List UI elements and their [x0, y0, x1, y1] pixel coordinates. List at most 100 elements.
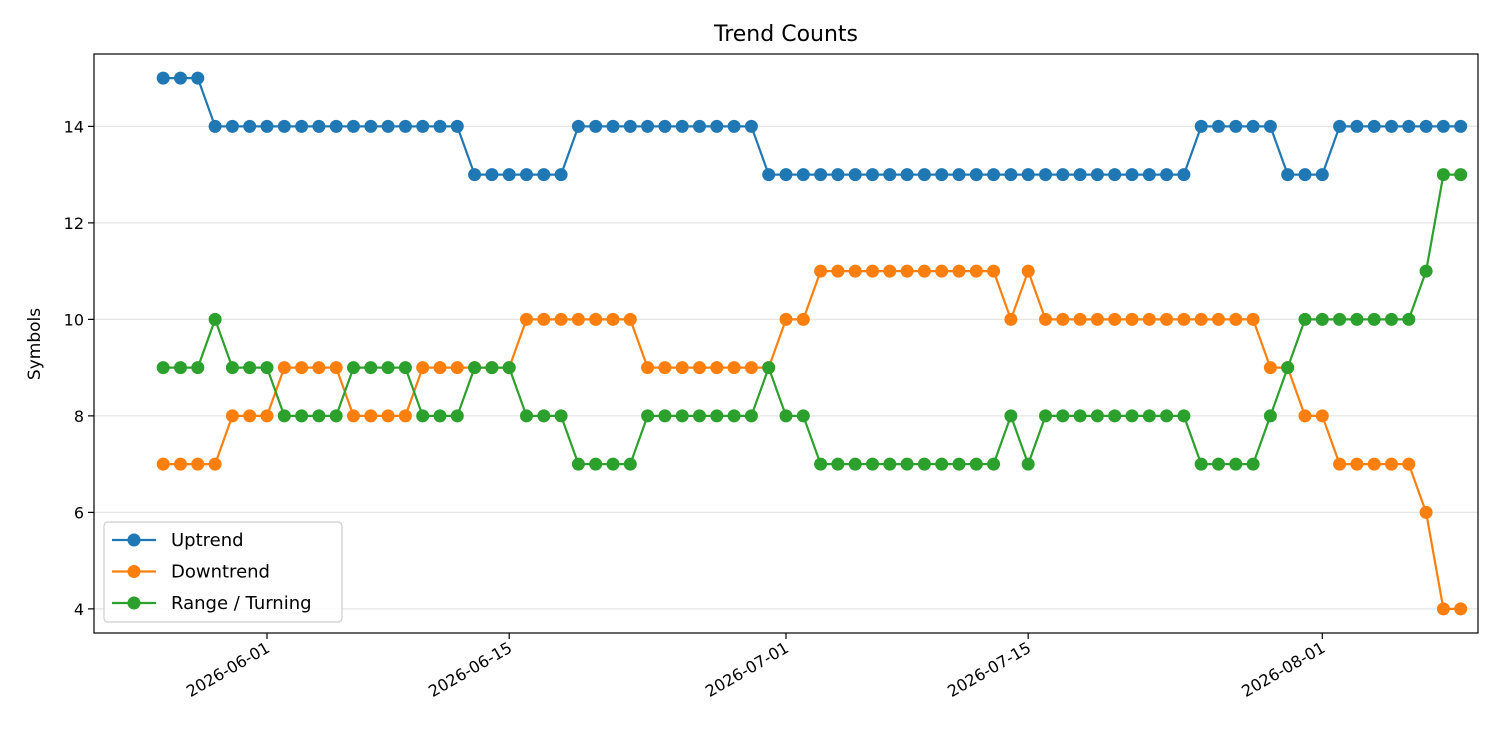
data-point	[589, 119, 603, 133]
data-point	[1385, 119, 1398, 133]
data-point	[1194, 312, 1208, 326]
data-point	[347, 361, 360, 375]
data-point	[468, 361, 482, 375]
data-point	[554, 312, 568, 326]
data-point	[450, 409, 464, 423]
data-point	[1021, 264, 1035, 278]
data-point	[329, 119, 343, 133]
data-point	[450, 119, 464, 133]
data-point	[606, 312, 620, 326]
data-point	[1073, 409, 1087, 423]
data-point	[1212, 312, 1225, 326]
data-point	[398, 409, 412, 423]
data-point	[364, 119, 378, 133]
data-point	[1367, 457, 1381, 471]
data-point	[1229, 457, 1243, 471]
y-tick-label: 14	[64, 117, 84, 136]
data-point	[1108, 168, 1122, 182]
data-point	[1056, 312, 1070, 326]
data-point	[1090, 409, 1104, 423]
data-point	[710, 409, 724, 423]
data-point	[191, 361, 205, 375]
data-point	[1073, 168, 1087, 182]
series-line	[163, 270, 1461, 610]
data-point	[1315, 312, 1329, 326]
data-point	[225, 119, 239, 133]
data-point	[952, 264, 966, 278]
plot-area-frame	[93, 53, 1479, 634]
data-point	[744, 119, 758, 133]
data-point	[1385, 457, 1398, 471]
series-2	[156, 168, 1468, 471]
data-point	[693, 361, 706, 375]
data-point	[675, 409, 689, 423]
data-point	[1350, 312, 1364, 326]
data-point	[537, 168, 551, 182]
data-point	[675, 119, 689, 133]
legend: Uptrend Downtrend Range / Turning	[103, 521, 343, 623]
data-point	[1039, 312, 1052, 326]
data-point	[520, 312, 533, 326]
data-point	[900, 168, 914, 182]
x-tick-label: 2026-06-01	[183, 638, 273, 701]
data-point	[675, 361, 689, 375]
x-tick-label: 2026-08-01	[1238, 638, 1328, 701]
data-point	[952, 457, 966, 471]
data-point	[243, 361, 257, 375]
data-point	[260, 119, 274, 133]
data-point	[398, 361, 412, 375]
data-point	[1350, 119, 1364, 133]
data-point	[623, 312, 637, 326]
data-point	[710, 361, 724, 375]
data-point	[502, 168, 516, 182]
data-point	[1298, 409, 1312, 423]
data-point	[433, 119, 447, 133]
data-point	[1177, 409, 1191, 423]
data-point	[1125, 168, 1139, 182]
data-point	[1281, 168, 1295, 182]
data-point	[208, 312, 222, 326]
y-tick-label: 4	[74, 600, 84, 619]
data-point	[796, 312, 810, 326]
data-point	[1315, 409, 1329, 423]
data-point	[295, 409, 309, 423]
data-point	[1090, 312, 1104, 326]
data-point	[1125, 312, 1139, 326]
data-point	[1436, 119, 1450, 133]
data-point	[468, 168, 482, 182]
data-point	[744, 409, 758, 423]
data-point	[796, 409, 810, 423]
data-point	[814, 457, 828, 471]
data-point	[174, 71, 187, 85]
data-point	[917, 168, 931, 182]
data-point	[1385, 312, 1398, 326]
data-point	[1402, 312, 1416, 326]
data-point	[1402, 457, 1416, 471]
y-tick-label: 8	[74, 407, 84, 426]
y-tick-label: 10	[64, 310, 84, 329]
data-point	[1229, 312, 1243, 326]
data-point	[312, 361, 326, 375]
data-point	[762, 168, 776, 182]
data-point	[1073, 312, 1087, 326]
data-point	[1177, 168, 1191, 182]
legend-label: Downtrend	[171, 562, 270, 583]
data-point	[658, 361, 672, 375]
data-point	[329, 361, 343, 375]
data-point	[243, 119, 257, 133]
legend-label: Uptrend	[171, 530, 244, 551]
data-point	[1090, 168, 1104, 182]
data-point	[174, 457, 187, 471]
data-point	[589, 457, 603, 471]
data-point	[987, 457, 1001, 471]
data-point	[848, 457, 862, 471]
data-point	[744, 361, 758, 375]
data-point	[1333, 457, 1347, 471]
data-point	[208, 119, 222, 133]
data-point	[1160, 168, 1174, 182]
data-point	[796, 168, 810, 182]
data-point	[883, 264, 897, 278]
legend-marker	[127, 533, 141, 547]
data-point	[987, 264, 1001, 278]
